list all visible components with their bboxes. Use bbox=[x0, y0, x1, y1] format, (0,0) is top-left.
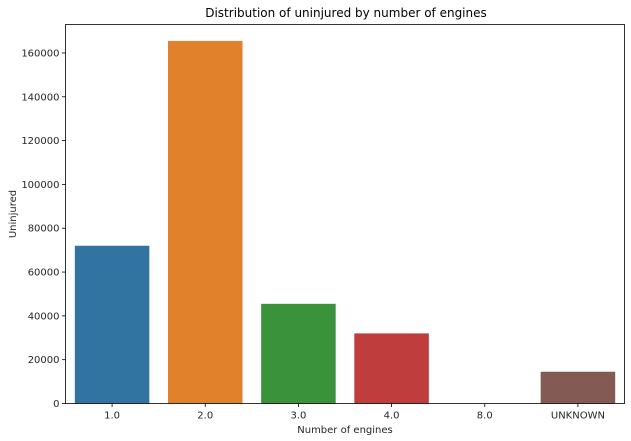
y-tick-label: 80000 bbox=[28, 224, 60, 235]
bar-1-0 bbox=[74, 245, 150, 404]
bars-group bbox=[74, 40, 616, 404]
bar-unknown bbox=[540, 371, 616, 404]
y-tick-label: 20000 bbox=[28, 355, 60, 366]
x-tick-label: 3.0 bbox=[290, 411, 306, 422]
y-tick-label: 140000 bbox=[21, 92, 59, 103]
y-tick-label: 0 bbox=[53, 399, 59, 410]
y-tick-label: 40000 bbox=[28, 311, 60, 322]
plot-frame bbox=[65, 24, 625, 404]
x-tick-label: 1.0 bbox=[104, 411, 120, 422]
x-axis-ticks: 1.0 2.0 3.0 4.0 8.0 UNKNOWN bbox=[104, 403, 605, 422]
x-axis-label: Number of engines bbox=[297, 425, 392, 436]
y-tick-label: 120000 bbox=[21, 136, 59, 147]
y-tick-label: 100000 bbox=[21, 180, 59, 191]
y-tick-label: 60000 bbox=[28, 268, 60, 279]
bar-3-0 bbox=[261, 303, 336, 404]
x-tick-label: 2.0 bbox=[197, 411, 213, 422]
y-axis-label: Uninjured bbox=[8, 190, 19, 238]
chart-title: Distribution of uninjured by number of e… bbox=[205, 6, 487, 20]
x-tick-label: UNKNOWN bbox=[551, 411, 605, 422]
x-tick-label: 8.0 bbox=[477, 411, 493, 422]
x-tick-label: 4.0 bbox=[384, 411, 400, 422]
y-axis-ticks: 0 20000 40000 60000 80000 100000 120000 140000 1… bbox=[21, 48, 66, 410]
bar-2-0 bbox=[167, 40, 243, 404]
bar-4-0 bbox=[354, 333, 429, 404]
y-tick-label: 160000 bbox=[21, 48, 59, 59]
